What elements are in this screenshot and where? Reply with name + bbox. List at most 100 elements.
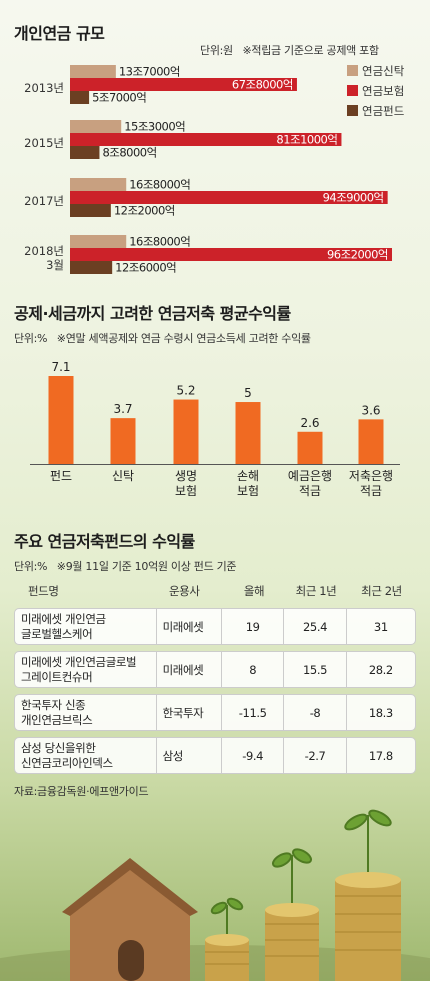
return-ytd: 19 xyxy=(222,609,285,644)
bar-value-label: 15조3000억 xyxy=(124,120,185,134)
bar xyxy=(173,399,199,464)
bar-value-label: 16조8000억 xyxy=(129,178,190,192)
section1-title: 개인연금 규모 xyxy=(14,24,105,43)
bar-value-label: 7.1 xyxy=(51,360,70,374)
fund-manager: 한국투자 xyxy=(157,695,222,730)
return-1y: -8 xyxy=(284,695,347,730)
category-label: 2015년 xyxy=(24,136,64,150)
bar xyxy=(70,91,90,104)
unit-note: 단위:원 xyxy=(200,44,233,57)
section2-title: 공제·세금까지 고려한 연금저축 평균수익률 xyxy=(14,304,291,323)
bar-value-label: 67조8000억 xyxy=(232,78,293,92)
return-ytd: -11.5 xyxy=(222,695,285,730)
category-label: 2018년 xyxy=(24,244,64,258)
bar xyxy=(70,65,116,78)
bar-value-label: 2.6 xyxy=(300,416,319,430)
section3-title: 주요 연금저축펀드의 수익률 xyxy=(14,532,195,551)
bar-value-label: 96조2000억 xyxy=(327,248,388,262)
house-coins-illustration xyxy=(0,809,430,981)
fund-name: 삼성 당신을위한 신연금코리아인덱스 xyxy=(15,738,157,773)
bar xyxy=(70,133,342,146)
legend-label: 연금신탁 xyxy=(362,64,405,78)
table-row: 한국투자 신종 개인연금브릭스 한국투자 -11.5 -8 18.3 xyxy=(14,694,416,731)
legend-swatch xyxy=(347,65,358,76)
legend-label: 연금보험 xyxy=(362,84,404,98)
bar xyxy=(70,120,122,133)
return-2y: 17.8 xyxy=(368,748,393,763)
category-label: 예금은행 xyxy=(288,468,332,483)
header-1y: 최근 1년 xyxy=(295,584,337,598)
category-label: 저축은행 xyxy=(349,468,393,483)
basis-note: ※적립금 기준으로 공제액 포함 xyxy=(242,44,379,57)
return-1y: 25.4 xyxy=(284,609,347,644)
bar-value-label: 12조2000억 xyxy=(114,204,175,218)
return-1y: 15.5 xyxy=(284,652,347,687)
legend-swatch xyxy=(347,85,358,96)
bar xyxy=(358,419,384,464)
pension-size-chart: 2013년 13조7000억 67조8000억 5조7000억 2015년 15조3000… xyxy=(24,64,405,275)
table-row: 미래에셋 개인연금 글로벌헬스케어 미래에셋 19 25.4 31 xyxy=(14,608,416,645)
bar-value-label: 3.7 xyxy=(113,402,132,416)
coin-stacks-icon xyxy=(205,872,401,981)
section2-unit-note: 단위:% ※연말 세액공제와 연금 수령시 연금소득세 고려한 수익률 xyxy=(14,330,311,346)
category-label: 3월 xyxy=(46,258,64,272)
basis-note: ※9월 11일 기준 10억원 이상 펀드 기준 xyxy=(56,560,237,573)
category-label: 보험 xyxy=(175,484,197,498)
header-fund: 펀드명 xyxy=(28,583,59,598)
bar-value-label: 81조1000억 xyxy=(276,133,337,147)
return-ytd: 8 xyxy=(222,652,285,687)
house-icon xyxy=(62,858,198,981)
return-2y: 28.2 xyxy=(368,662,393,677)
unit-note: 단위:% xyxy=(14,560,48,573)
return-1y: -2.7 xyxy=(284,738,347,773)
category-label: 적금 xyxy=(299,484,321,498)
source-note: 자료:금융감독원·에프앤가이드 xyxy=(14,785,149,798)
category-label: 손해 xyxy=(237,469,259,483)
return-2y: 31 xyxy=(373,619,388,634)
bar xyxy=(70,261,113,274)
section1-unit-note: 단위:원 ※적립금 기준으로 공제액 포함 xyxy=(200,42,379,58)
header-ytd: 올해 xyxy=(243,584,265,598)
unit-note: 단위:% xyxy=(14,332,48,345)
fund-manager: 미래에셋 xyxy=(157,652,222,687)
bar xyxy=(235,402,261,464)
section3-unit-note: 단위:% ※9월 11일 기준 10억원 이상 펀드 기준 xyxy=(14,558,237,574)
bar xyxy=(70,178,127,191)
bar-value-label: 3.6 xyxy=(361,403,380,417)
category-label: 생명 xyxy=(175,469,197,483)
bar xyxy=(70,146,100,159)
return-ytd: -9.4 xyxy=(222,738,285,773)
bar-value-label: 16조8000억 xyxy=(129,235,190,249)
basis-note: ※연말 세액공제와 연금 수령시 연금소득세 고려한 수익률 xyxy=(56,332,311,345)
bar-value-label: 12조6000억 xyxy=(115,261,176,275)
bar-value-label: 5 xyxy=(244,386,252,400)
bar xyxy=(70,248,392,261)
bar xyxy=(70,235,127,248)
category-label: 펀드 xyxy=(50,469,72,483)
fund-return-table: 펀드명 운용사 올해 최근 1년 최근 2년 미래에셋 개인연금 글로벌헬스케어… xyxy=(14,580,416,774)
bar xyxy=(70,191,388,204)
table-header: 펀드명 운용사 올해 최근 1년 최근 2년 xyxy=(14,580,416,602)
category-label: 적금 xyxy=(360,484,382,498)
fund-name: 미래에셋 개인연금 글로벌헬스케어 xyxy=(15,609,157,644)
table-row: 미래에셋 개인연금글로벌 그레이트컨슈머 미래에셋 8 15.5 28.2 xyxy=(14,651,416,688)
category-label: 2013년 xyxy=(24,81,64,95)
bar xyxy=(110,418,136,464)
bar xyxy=(297,431,323,464)
category-label: 보험 xyxy=(237,484,259,498)
bar xyxy=(70,204,111,217)
bar-value-label: 5.2 xyxy=(176,384,195,398)
category-label: 신탁 xyxy=(112,469,134,483)
fund-manager: 미래에셋 xyxy=(157,609,222,644)
fund-name: 미래에셋 개인연금글로벌 그레이트컨슈머 xyxy=(15,652,157,687)
header-manager: 운용사 xyxy=(169,584,200,598)
sprout-icon xyxy=(210,809,392,934)
return-2y: 18.3 xyxy=(368,705,393,720)
legend-swatch xyxy=(347,105,358,116)
table-row: 삼성 당신을위한 신연금코리아인덱스 삼성 -9.4 -2.7 17.8 xyxy=(14,737,416,774)
bar-value-label: 5조7000억 xyxy=(92,91,146,105)
bar xyxy=(70,78,297,91)
fund-name: 한국투자 신종 개인연금브릭스 xyxy=(15,695,157,730)
